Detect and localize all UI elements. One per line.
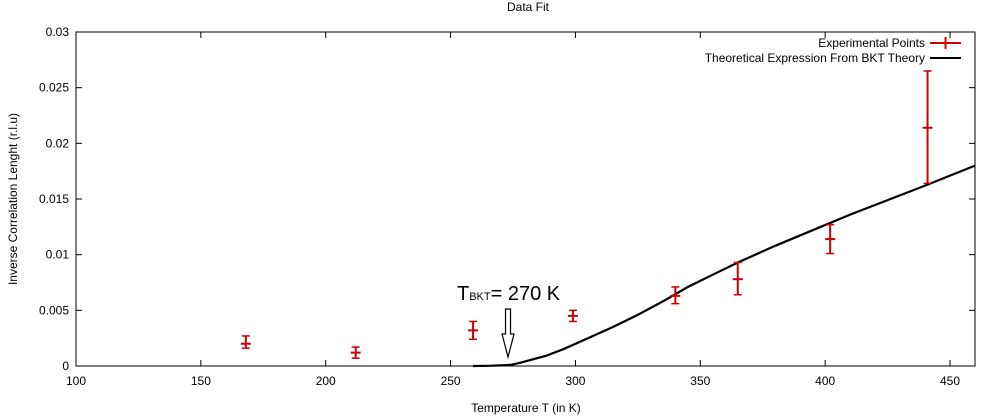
y-tick-label: 0.03 [46, 25, 70, 39]
x-tick-label: 350 [690, 374, 710, 388]
y-axis-ticks: 0 0.005 0.01 0.015 0.02 0.025 0.03 [39, 25, 975, 373]
experimental-point [350, 346, 361, 359]
legend-label-theory: Theoretical Expression From BKT Theory [705, 51, 925, 65]
x-tick-label: 150 [191, 374, 211, 388]
y-axis-label: Inverse Correlation Lenght (r.l.u) [6, 113, 20, 285]
y-tick-label: 0.005 [39, 303, 69, 317]
tbkt-arrow [501, 308, 515, 360]
chart-title: Data Fit [507, 0, 550, 14]
experimental-series [240, 70, 933, 359]
x-tick-label: 400 [815, 374, 835, 388]
tbkt-value: = 270 K [491, 283, 561, 305]
y-tick-label: 0.025 [39, 81, 69, 95]
x-tick-label: 200 [316, 374, 336, 388]
experimental-point [825, 223, 836, 255]
experimental-point [922, 70, 933, 185]
tbkt-symbol: T [457, 283, 469, 305]
x-axis-ticks: 100 150 200 250 300 350 400 450 [66, 32, 960, 388]
legend: Experimental Points Theoretical Expressi… [705, 36, 961, 65]
plot-frame [75, 31, 976, 367]
experimental-point [567, 309, 578, 323]
x-tick-label: 450 [940, 374, 960, 388]
experimental-point [732, 261, 743, 296]
tbkt-annotation: TBKT= 270 K [457, 283, 561, 360]
y-tick-label: 0.02 [46, 136, 70, 150]
theory-line [473, 164, 976, 368]
x-axis-label: Temperature T (in K) [471, 401, 581, 415]
x-tick-label: 100 [66, 374, 86, 388]
tbkt-label: TBKT= 270 K [457, 283, 561, 305]
experimental-point [670, 286, 681, 305]
x-tick-label: 300 [565, 374, 585, 388]
x-tick-label: 250 [441, 374, 461, 388]
y-tick-label: 0.015 [39, 192, 69, 206]
experimental-point [240, 335, 251, 349]
experimental-point [468, 320, 479, 341]
y-tick-label: 0.01 [46, 248, 70, 262]
tbkt-subscript: BKT [469, 291, 491, 303]
theory-series [473, 164, 976, 368]
y-tick-label: 0 [62, 359, 69, 373]
legend-label-experimental: Experimental Points [818, 36, 925, 50]
